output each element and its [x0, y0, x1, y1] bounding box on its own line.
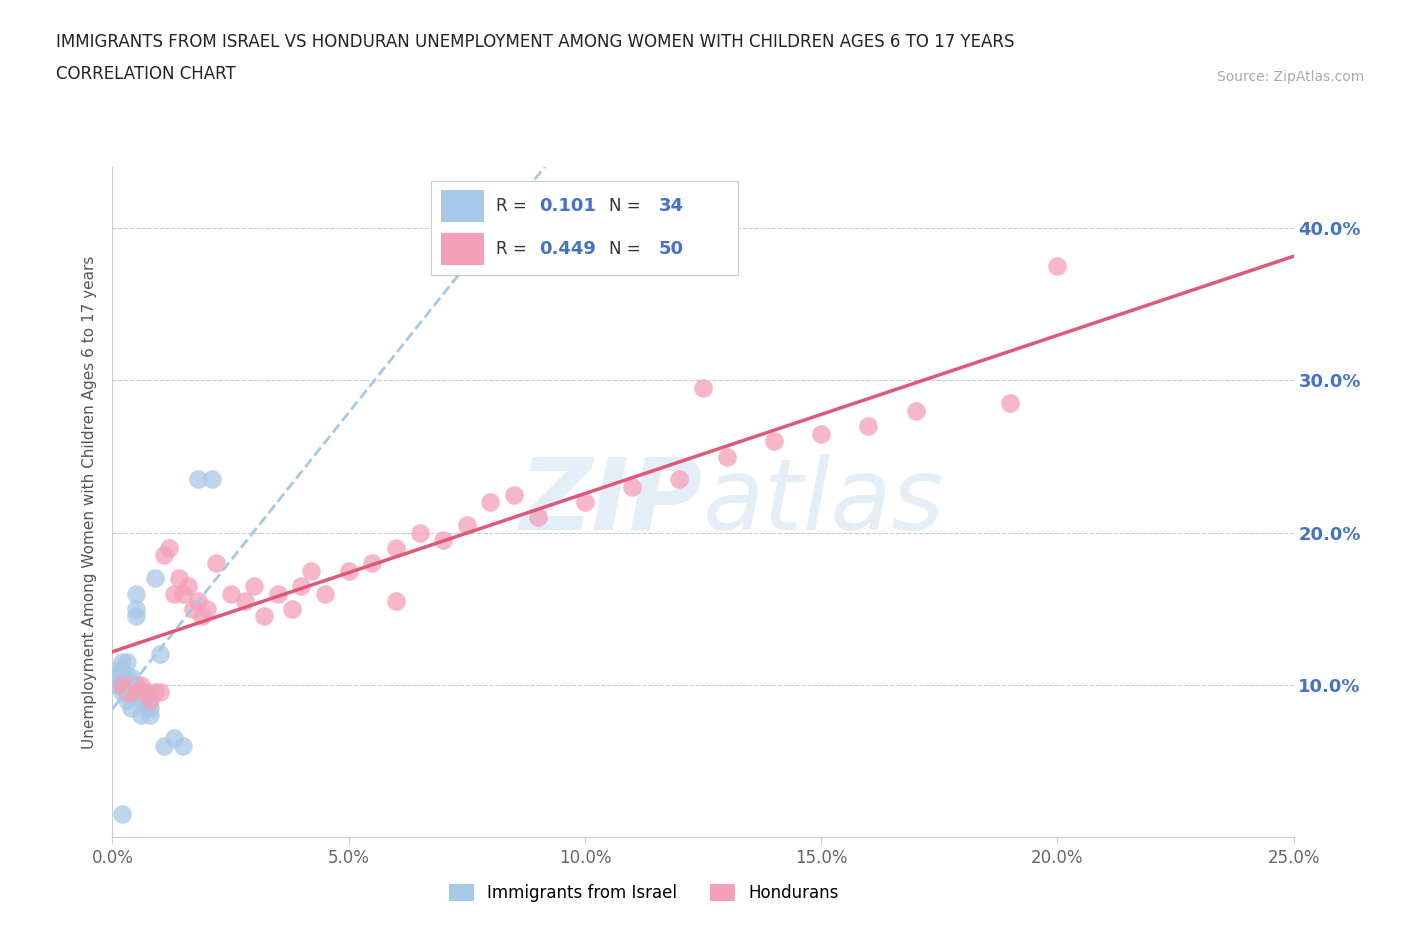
- Point: [135, 700, 157, 715]
- Point: [998, 396, 1021, 411]
- Point: [668, 472, 690, 486]
- Point: [125, 586, 148, 601]
- Point: [195, 602, 218, 617]
- Point: [172, 738, 194, 753]
- Point: [120, 685, 142, 700]
- Point: [125, 609, 148, 624]
- Point: [621, 480, 644, 495]
- Point: [111, 685, 134, 700]
- Point: [201, 472, 224, 486]
- Point: [299, 564, 322, 578]
- Point: [243, 578, 266, 593]
- Point: [135, 693, 157, 708]
- Point: [115, 670, 138, 684]
- Point: [111, 670, 134, 684]
- Point: [115, 677, 138, 692]
- Point: [111, 677, 134, 692]
- Point: [408, 525, 430, 540]
- Point: [120, 685, 142, 700]
- Point: [314, 586, 336, 601]
- Point: [111, 655, 134, 670]
- Point: [503, 487, 526, 502]
- Text: ZIP: ZIP: [520, 454, 703, 551]
- Point: [139, 708, 162, 723]
- Point: [143, 571, 166, 586]
- Point: [111, 806, 134, 821]
- Point: [129, 693, 152, 708]
- Point: [432, 533, 454, 548]
- Point: [105, 670, 128, 684]
- Point: [177, 578, 200, 593]
- Point: [479, 495, 502, 510]
- Point: [361, 555, 384, 570]
- Legend: Immigrants from Israel, Hondurans: Immigrants from Israel, Hondurans: [441, 878, 846, 909]
- Point: [172, 586, 194, 601]
- Point: [115, 685, 138, 700]
- Y-axis label: Unemployment Among Women with Children Ages 6 to 17 years: Unemployment Among Women with Children A…: [82, 256, 97, 749]
- Point: [219, 586, 242, 601]
- Point: [111, 677, 134, 692]
- Point: [716, 449, 738, 464]
- Point: [111, 662, 134, 677]
- Point: [904, 404, 927, 418]
- Point: [115, 685, 138, 700]
- Point: [267, 586, 290, 601]
- Point: [115, 693, 138, 708]
- Point: [139, 700, 162, 715]
- Point: [143, 685, 166, 700]
- Point: [762, 434, 785, 449]
- Point: [125, 602, 148, 617]
- Point: [153, 548, 176, 563]
- Point: [205, 555, 228, 570]
- Point: [139, 693, 162, 708]
- Point: [129, 677, 152, 692]
- Point: [167, 571, 190, 586]
- Point: [692, 380, 714, 395]
- Point: [181, 602, 204, 617]
- Point: [253, 609, 276, 624]
- Point: [186, 593, 208, 608]
- Point: [153, 738, 176, 753]
- Point: [115, 655, 138, 670]
- Point: [574, 495, 596, 510]
- Text: Source: ZipAtlas.com: Source: ZipAtlas.com: [1216, 70, 1364, 84]
- Point: [233, 593, 256, 608]
- Point: [385, 593, 408, 608]
- Point: [120, 670, 142, 684]
- Point: [163, 586, 186, 601]
- Point: [385, 540, 408, 555]
- Point: [526, 510, 548, 525]
- Point: [186, 472, 208, 486]
- Text: IMMIGRANTS FROM ISRAEL VS HONDURAN UNEMPLOYMENT AMONG WOMEN WITH CHILDREN AGES 6: IMMIGRANTS FROM ISRAEL VS HONDURAN UNEMP…: [56, 33, 1015, 50]
- Point: [105, 677, 128, 692]
- Point: [281, 602, 304, 617]
- Point: [149, 685, 172, 700]
- Point: [1046, 259, 1069, 273]
- Point: [129, 685, 152, 700]
- Point: [191, 609, 214, 624]
- Point: [290, 578, 312, 593]
- Point: [125, 677, 148, 692]
- Point: [149, 647, 172, 662]
- Point: [163, 731, 186, 746]
- Point: [105, 662, 128, 677]
- Text: atlas: atlas: [703, 454, 945, 551]
- Point: [135, 685, 157, 700]
- Point: [810, 426, 832, 441]
- Point: [129, 708, 152, 723]
- Point: [157, 540, 180, 555]
- Point: [120, 700, 142, 715]
- Text: CORRELATION CHART: CORRELATION CHART: [56, 65, 236, 83]
- Point: [858, 418, 880, 433]
- Point: [337, 564, 360, 578]
- Point: [456, 518, 478, 533]
